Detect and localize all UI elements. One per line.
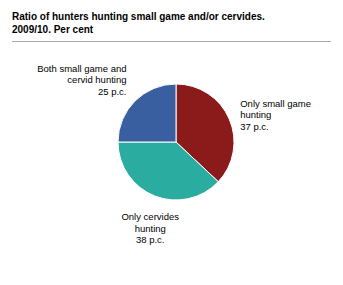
html-text:Ratio of hunters hunting small: Ratio of hunters hunting small game and/… [12, 11, 265, 22]
svg-text:Both small game andcervid hunt: Both small game andcervid hunting25 p.c. [37, 62, 126, 96]
svg-text:Only cervideshunting38 p.c.: Only cervideshunting38 p.c. [121, 211, 179, 245]
html-text:2009/10. Per cent: 2009/10. Per cent [12, 24, 94, 35]
svg-text:Only small gamehunting37 p.c.: Only small gamehunting37 p.c. [240, 97, 311, 131]
